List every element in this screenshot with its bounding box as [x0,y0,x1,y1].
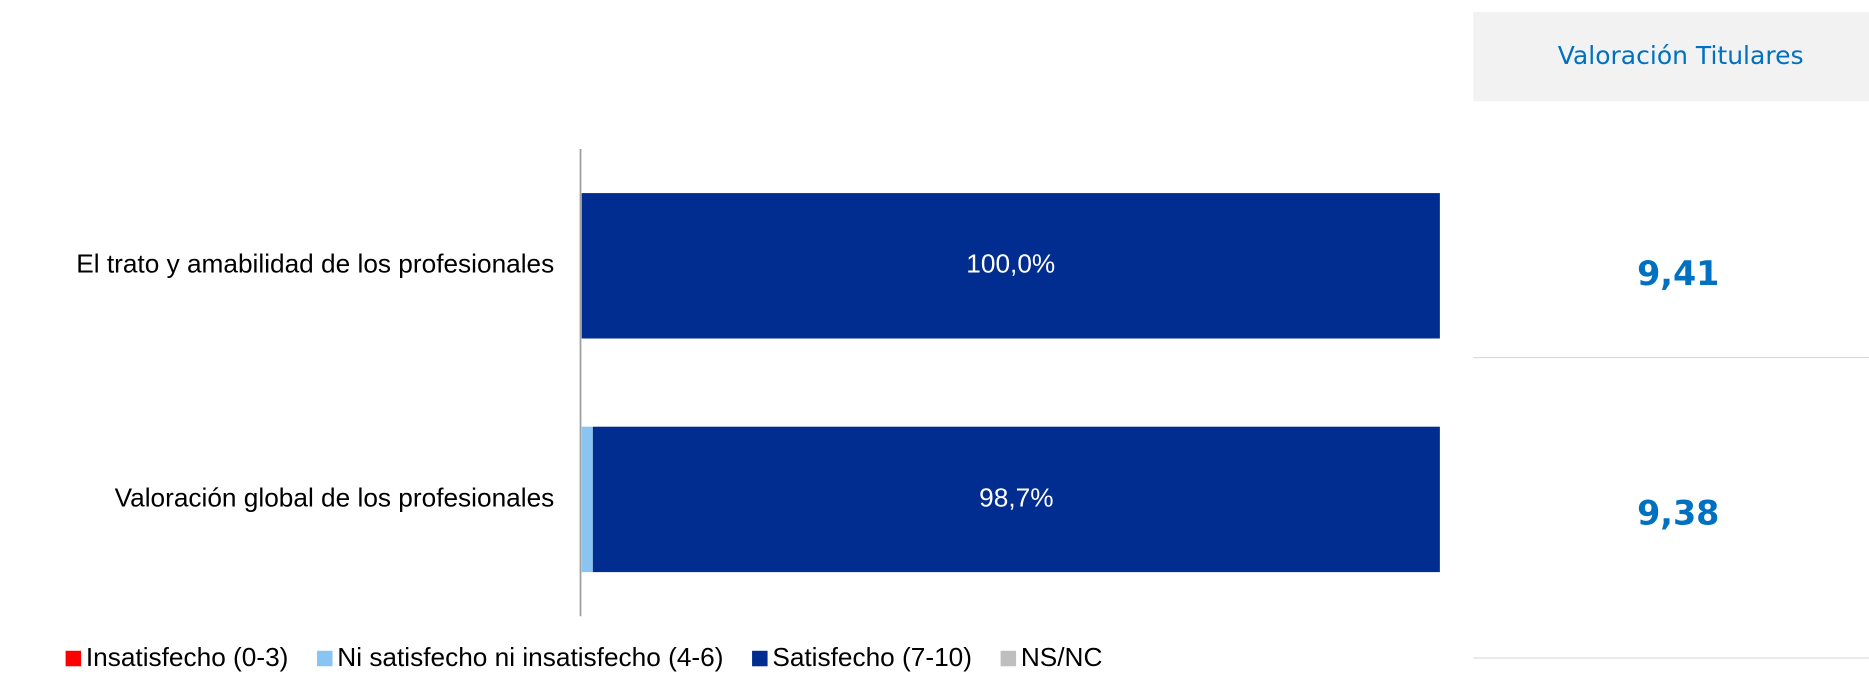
panel-title: Valoración Titulares [1558,41,1804,70]
legend-swatch [752,650,768,667]
legend-swatch [65,650,82,667]
legend-swatch [1000,650,1017,667]
legend-label: Satisfecho (7-10) [772,642,972,672]
legend-label: NS/NC [1021,642,1103,672]
category-label: El trato y amabilidad de los profesional… [76,249,554,279]
data-label: 100,0% [966,249,1055,279]
panel-score: 9,41 [1637,254,1719,293]
legend-label: Insatisfecho (0-3) [86,642,289,672]
data-label: 98,7% [979,482,1053,512]
panel-header [1473,11,1869,102]
bar-segment [581,426,593,573]
legend-swatch [317,650,333,667]
panel-score: 9,38 [1637,493,1719,532]
category-label: Valoración global de los profesionales [115,482,555,512]
bar-segment [592,426,1440,573]
legend-label: Ni satisfecho ni insatisfecho (4-6) [337,642,723,672]
bar-segment [581,193,1440,339]
